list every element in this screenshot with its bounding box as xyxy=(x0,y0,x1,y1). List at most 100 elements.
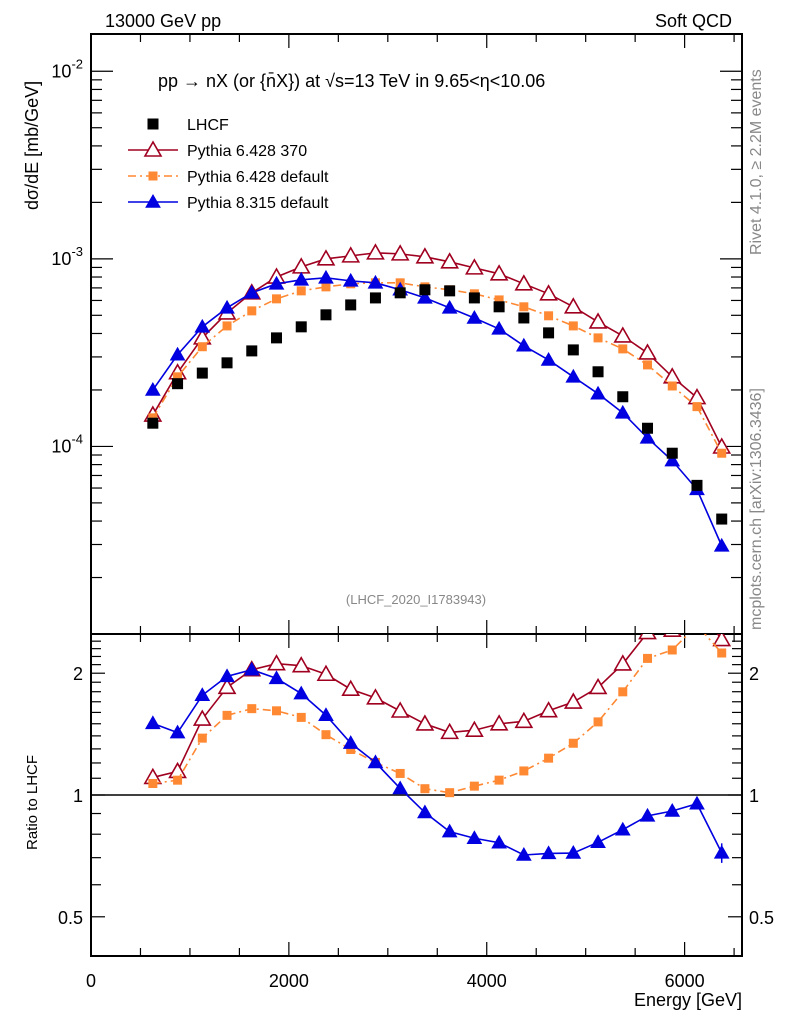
ratio-point-py6_370 xyxy=(192,709,212,726)
y-tick-label: 10-3 xyxy=(51,244,83,269)
ratio-point-py6_default xyxy=(445,788,455,798)
point-lhcf xyxy=(716,513,728,525)
watermark: (LHCF_2020_I1783943) xyxy=(346,592,486,607)
ratio-point-py6_370 xyxy=(514,711,534,729)
point-lhcf xyxy=(221,357,233,369)
ratio-point-py6_370 xyxy=(588,677,608,695)
ratio-point-py6_default xyxy=(692,621,701,630)
ratio-point-py6_370 xyxy=(689,598,705,612)
point-lhcf xyxy=(196,367,208,379)
point-py8_default xyxy=(268,275,285,290)
x-axis-label: Energy [GeV] xyxy=(634,990,742,1010)
point-py6_default xyxy=(173,372,183,382)
ratio-point-py6_default xyxy=(148,778,158,788)
point-lhcf xyxy=(394,287,406,299)
point-py8_default xyxy=(614,404,631,419)
point-py8_default xyxy=(565,368,582,383)
point-py8_default xyxy=(194,318,211,333)
ratio-point-py6_default xyxy=(173,775,183,785)
point-py8_default xyxy=(491,320,507,335)
point-py6_default xyxy=(296,286,306,296)
point-lhcf xyxy=(592,366,604,378)
ratio-point-py8_default xyxy=(689,795,705,810)
ratio-point-py6_370 xyxy=(316,664,336,682)
point-py6_default xyxy=(247,306,257,316)
ratio-point-py6_370 xyxy=(415,714,435,731)
point-py6_370 xyxy=(366,243,385,260)
point-lhcf xyxy=(369,292,381,304)
ratio-point-py6_default xyxy=(519,766,529,776)
ratio-y-tick-label-right: 0.5 xyxy=(749,908,774,928)
ratio-point-py6_default xyxy=(272,706,282,716)
ratio-point-py8_default xyxy=(367,754,384,769)
ratio-point-py6_370 xyxy=(267,654,286,671)
ratio-point-py6_370 xyxy=(489,714,509,731)
legend-label-py6_default: Pythia 6.428 default xyxy=(187,169,329,186)
ratio-point-py6_default xyxy=(494,775,504,785)
point-py8_default xyxy=(515,337,532,352)
ratio-point-py6_370 xyxy=(217,677,237,695)
main-marks xyxy=(143,243,732,552)
ratio-point-py6_default xyxy=(544,753,554,763)
ratio-point-py8_default xyxy=(614,821,631,836)
point-lhcf xyxy=(172,378,184,390)
point-py6_370 xyxy=(539,284,558,301)
point-py8_default xyxy=(293,271,310,286)
point-py6_370 xyxy=(316,249,336,266)
ratio-point-py6_default xyxy=(395,768,405,778)
point-py8_default xyxy=(144,381,161,396)
mcplots-label: mcplots.cern.ch [arXiv:1306.3436] xyxy=(748,388,765,630)
point-py6_370 xyxy=(514,274,534,291)
point-py8_default xyxy=(664,452,681,467)
point-py8_default xyxy=(243,284,260,299)
point-py6_370 xyxy=(390,244,410,261)
ratio-point-py6_370 xyxy=(662,634,682,638)
ratio-y-tick-label: 1 xyxy=(73,786,83,806)
x-tick-label: 2000 xyxy=(269,971,309,991)
ratio-point-py6_370 xyxy=(712,634,732,647)
ratio-point-py6_370 xyxy=(563,692,583,709)
ratio-point-py8_default xyxy=(243,661,260,676)
point-py8_default xyxy=(713,537,730,552)
ratio-point-py8_default xyxy=(194,687,211,701)
point-py6_370 xyxy=(489,264,509,281)
ratio-y-tick-label-right: 1 xyxy=(749,786,759,806)
point-lhcf xyxy=(617,391,629,403)
legend-label-py8_default: Pythia 8.315 default xyxy=(187,195,329,212)
chart-title: pp → nX (or {n̄X}) at √s=13 TeV in 9.65<… xyxy=(158,71,545,91)
point-py6_default xyxy=(519,302,529,312)
point-py8_default xyxy=(342,272,359,287)
point-py8_default xyxy=(540,351,557,366)
ratio-point-py6_default xyxy=(247,704,257,714)
point-py8_default xyxy=(219,299,235,314)
point-lhcf xyxy=(493,301,505,313)
legend-marker-py8_default xyxy=(145,193,161,208)
x-tick-label: 6000 xyxy=(665,971,705,991)
point-py8_default xyxy=(169,346,186,361)
legend-marker-py6_370 xyxy=(143,140,163,157)
point-py6_default xyxy=(667,381,677,391)
legend-label-py6_370: Pythia 6.428 370 xyxy=(187,143,307,160)
ratio-point-py6_370 xyxy=(291,656,311,673)
point-py6_370 xyxy=(563,297,583,314)
ratio-point-py8_default xyxy=(639,807,656,822)
point-py6_default xyxy=(222,321,232,331)
ratio-point-py6_default xyxy=(593,717,603,727)
x-tick-label: 0 xyxy=(86,971,96,991)
ratio-point-py8_default xyxy=(318,707,334,721)
y-tick-label: 10-2 xyxy=(51,56,83,81)
ratio-point-py8_default xyxy=(392,780,409,795)
ratio-point-py8_default xyxy=(540,845,557,860)
point-py6_370 xyxy=(341,246,361,263)
point-py8_default xyxy=(367,274,384,289)
legend-label-lhcf: LHCF xyxy=(187,117,229,134)
legend-marker-lhcf xyxy=(147,118,159,130)
point-py6_default xyxy=(593,333,603,343)
x-tick-label: 4000 xyxy=(467,971,507,991)
point-py6_370 xyxy=(415,247,435,264)
ratio-point-py6_370 xyxy=(366,688,385,705)
point-lhcf xyxy=(444,285,456,297)
point-py6_default xyxy=(494,295,504,305)
point-lhcf xyxy=(543,327,555,339)
point-py6_default xyxy=(321,282,331,292)
